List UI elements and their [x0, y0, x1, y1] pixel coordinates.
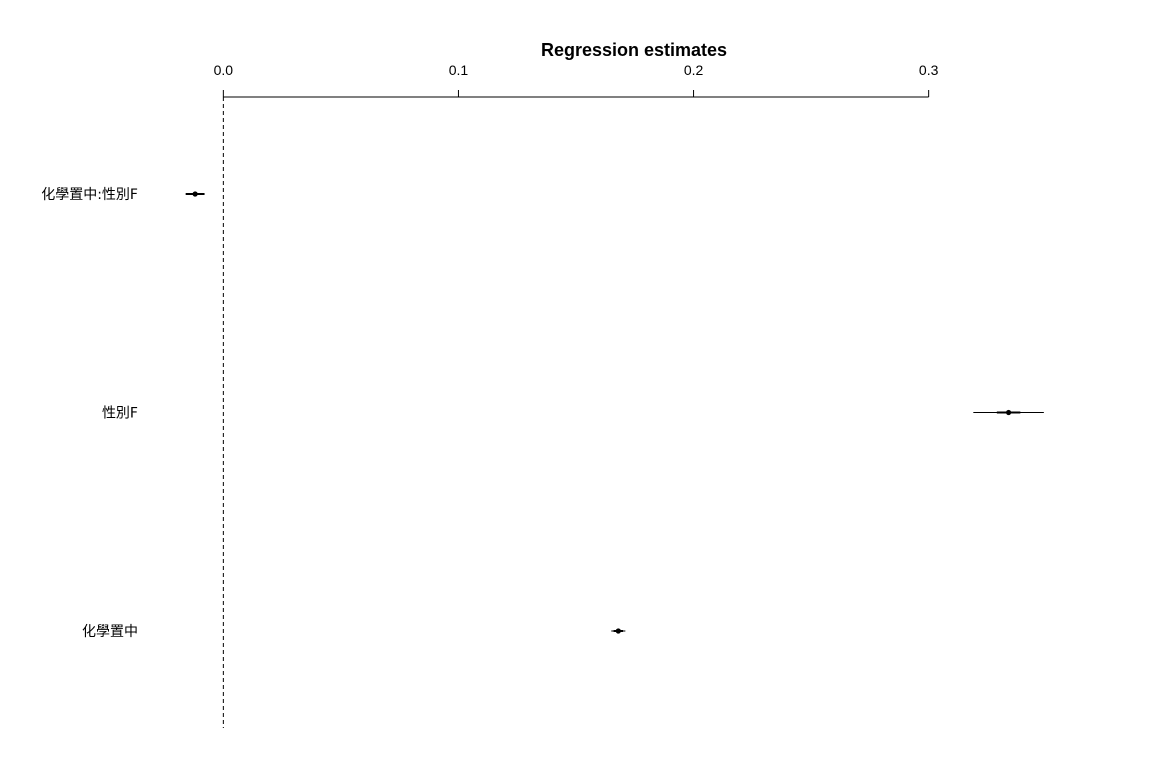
chart-title: Regression estimates [541, 40, 727, 60]
x-tick-label-1: 0.1 [449, 62, 469, 78]
coef-label-1: 性別F [102, 406, 138, 422]
coef-row-2: 化學置中 [82, 624, 626, 640]
coef-row-0: 化學置中:性別F [41, 187, 205, 203]
x-tick-label-3: 0.3 [919, 62, 939, 78]
coef-point-0 [192, 191, 198, 197]
coefficient-rows: 化學置中:性別F 性別F 化學置中 [41, 187, 1044, 640]
coef-label-2: 化學置中 [82, 624, 138, 640]
coef-row-1: 性別F [102, 406, 1044, 422]
x-axis: 0.0 0.1 0.2 0.3 [214, 62, 939, 98]
coef-point-2 [615, 628, 621, 634]
coef-point-1 [1005, 409, 1012, 416]
coef-label-0: 化學置中:性別F [41, 187, 138, 203]
x-tick-label-2: 0.2 [684, 62, 704, 78]
x-tick-label-0: 0.0 [214, 62, 234, 78]
